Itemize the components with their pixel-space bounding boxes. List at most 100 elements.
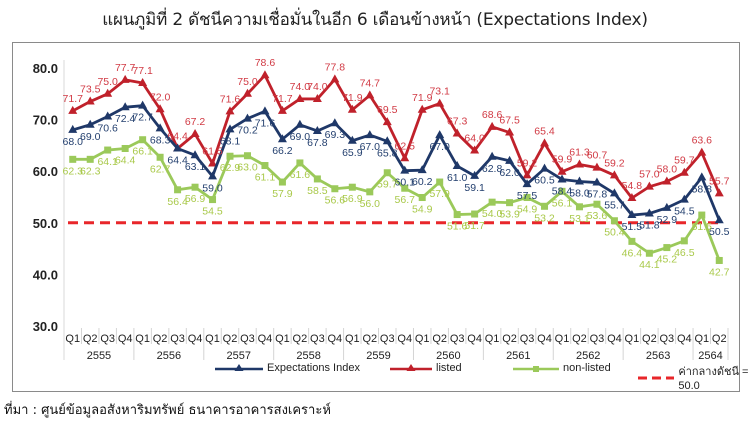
data-label: 62.8: [482, 163, 503, 175]
data-label: 64.4: [167, 130, 188, 142]
triangle-marker-icon: [382, 117, 392, 126]
data-label: 59.2: [517, 157, 538, 169]
triangle-marker-icon: [400, 165, 410, 174]
listed-series: [68, 70, 724, 202]
square-marker-icon: [680, 237, 688, 245]
square-marker-icon: [348, 183, 356, 191]
square-marker-icon: [261, 162, 269, 170]
source-note: ที่มา : ศูนย์ข้อมูลอสังหาริมทรัพย์ ธนาคา…: [4, 403, 331, 418]
data-label: 62.3: [63, 165, 84, 177]
legend: Expectations Index listed non-listed ค่า…: [0, 362, 750, 392]
data-label: 50.4: [604, 227, 625, 239]
triangle-marker-icon: [365, 130, 375, 139]
data-label: 67.0: [429, 141, 450, 153]
data-label: 71.7: [63, 93, 84, 105]
x-quarter-label: Q3: [240, 333, 255, 345]
triangle-marker-icon: [190, 129, 200, 138]
data-label: 42.7: [709, 266, 730, 278]
data-label: 51.5: [622, 221, 643, 233]
legend-label: ค่ากลางดัชนี = 50.0: [678, 366, 749, 392]
triangle-marker-icon: [138, 77, 148, 86]
data-label: 50.5: [709, 226, 730, 238]
x-quarter-label: Q4: [467, 333, 482, 345]
triangle-marker-icon: [225, 106, 235, 115]
data-label: 64.1: [97, 156, 118, 168]
triangle-marker-icon: [295, 93, 305, 102]
data-label: 59.9: [552, 154, 573, 166]
square-marker-icon: [593, 200, 601, 208]
triangle-marker-icon: [330, 74, 340, 83]
triangle-marker-icon: [330, 118, 340, 127]
data-label: 63.6: [692, 135, 713, 147]
data-label: 72.0: [150, 91, 171, 103]
triangle-marker-icon: [242, 88, 252, 97]
data-label: 67.0: [360, 141, 381, 153]
data-label: 56.9: [342, 193, 363, 205]
legend-item-expectations: Expectations Index: [215, 362, 360, 374]
square-marker-icon: [69, 155, 77, 163]
data-label: 53.9: [499, 209, 520, 221]
x-quarter-label: Q2: [362, 333, 377, 345]
data-label: 51.5: [692, 221, 713, 233]
y-tick-label: 60.0: [33, 164, 58, 179]
triangle-marker-icon: [592, 162, 602, 171]
data-label: 60.1: [395, 177, 416, 189]
data-label: 57.0: [639, 169, 660, 181]
triangle-marker-icon: [190, 150, 200, 159]
x-quarter-label: Q2: [293, 333, 308, 345]
data-label: 58.0: [569, 188, 590, 200]
x-year-label: 2559: [366, 350, 390, 362]
expectations-series: [68, 100, 724, 224]
legend-item-listed: listed: [390, 362, 462, 374]
legend-item-non-listed: non-listed: [513, 362, 611, 374]
square-marker-icon: [121, 144, 129, 152]
legend-label: Expectations Index: [267, 362, 360, 374]
triangle-marker-icon: [470, 170, 480, 179]
data-label: 58.4: [552, 185, 573, 197]
x-year-label: 2555: [87, 350, 111, 362]
y-tick-label: 50.0: [33, 216, 58, 231]
x-quarter-label: Q4: [677, 333, 692, 345]
x-quarter-label: Q2: [642, 333, 657, 345]
triangle-marker-icon: [435, 98, 445, 107]
triangle-marker-icon: [697, 172, 707, 181]
data-label: 66.2: [272, 145, 293, 157]
triangle-marker-icon: [522, 170, 532, 179]
data-label: 67.8: [307, 137, 328, 149]
data-label: 56.7: [395, 194, 416, 206]
triangle-marker-icon: [173, 143, 183, 152]
square-marker-icon: [191, 183, 199, 191]
square-marker-icon: [104, 146, 112, 154]
x-quarter-label: Q4: [327, 333, 342, 345]
data-label: 68.3: [150, 134, 171, 146]
data-label: 46.5: [674, 247, 695, 259]
x-year-label: 2557: [226, 350, 250, 362]
square-marker-icon: [313, 175, 321, 183]
x-quarter-label: Q3: [450, 333, 465, 345]
triangle-marker-icon: [540, 138, 550, 147]
triangle-marker-icon: [574, 176, 584, 185]
square-marker-icon: [471, 210, 479, 218]
triangle-marker-icon: [347, 104, 357, 113]
triangle-marker-icon: [714, 215, 724, 224]
x-quarter-label: Q1: [345, 333, 360, 345]
data-label: 59.1: [464, 182, 485, 194]
data-label: 58.8: [692, 183, 713, 195]
x-quarter-label: Q1: [415, 333, 430, 345]
triangle-marker-icon: [85, 119, 95, 128]
data-label: 62.7: [150, 163, 171, 175]
square-marker-icon: [628, 237, 636, 245]
data-label: 64.4: [115, 154, 136, 166]
triangle-marker-icon: [452, 128, 462, 137]
x-year-label: 2564: [698, 350, 722, 362]
square-marker-icon: [366, 188, 374, 196]
data-label: 77.8: [325, 61, 346, 73]
data-label: 60.7: [587, 150, 608, 162]
triangle-marker-icon: [470, 145, 480, 154]
data-label: 74.0: [307, 81, 328, 93]
x-quarter-label: Q2: [223, 333, 238, 345]
data-label: 46.4: [622, 247, 643, 259]
triangle-marker-icon: [347, 135, 357, 144]
data-label: 77.1: [132, 65, 153, 77]
data-label: 62.3: [80, 165, 101, 177]
